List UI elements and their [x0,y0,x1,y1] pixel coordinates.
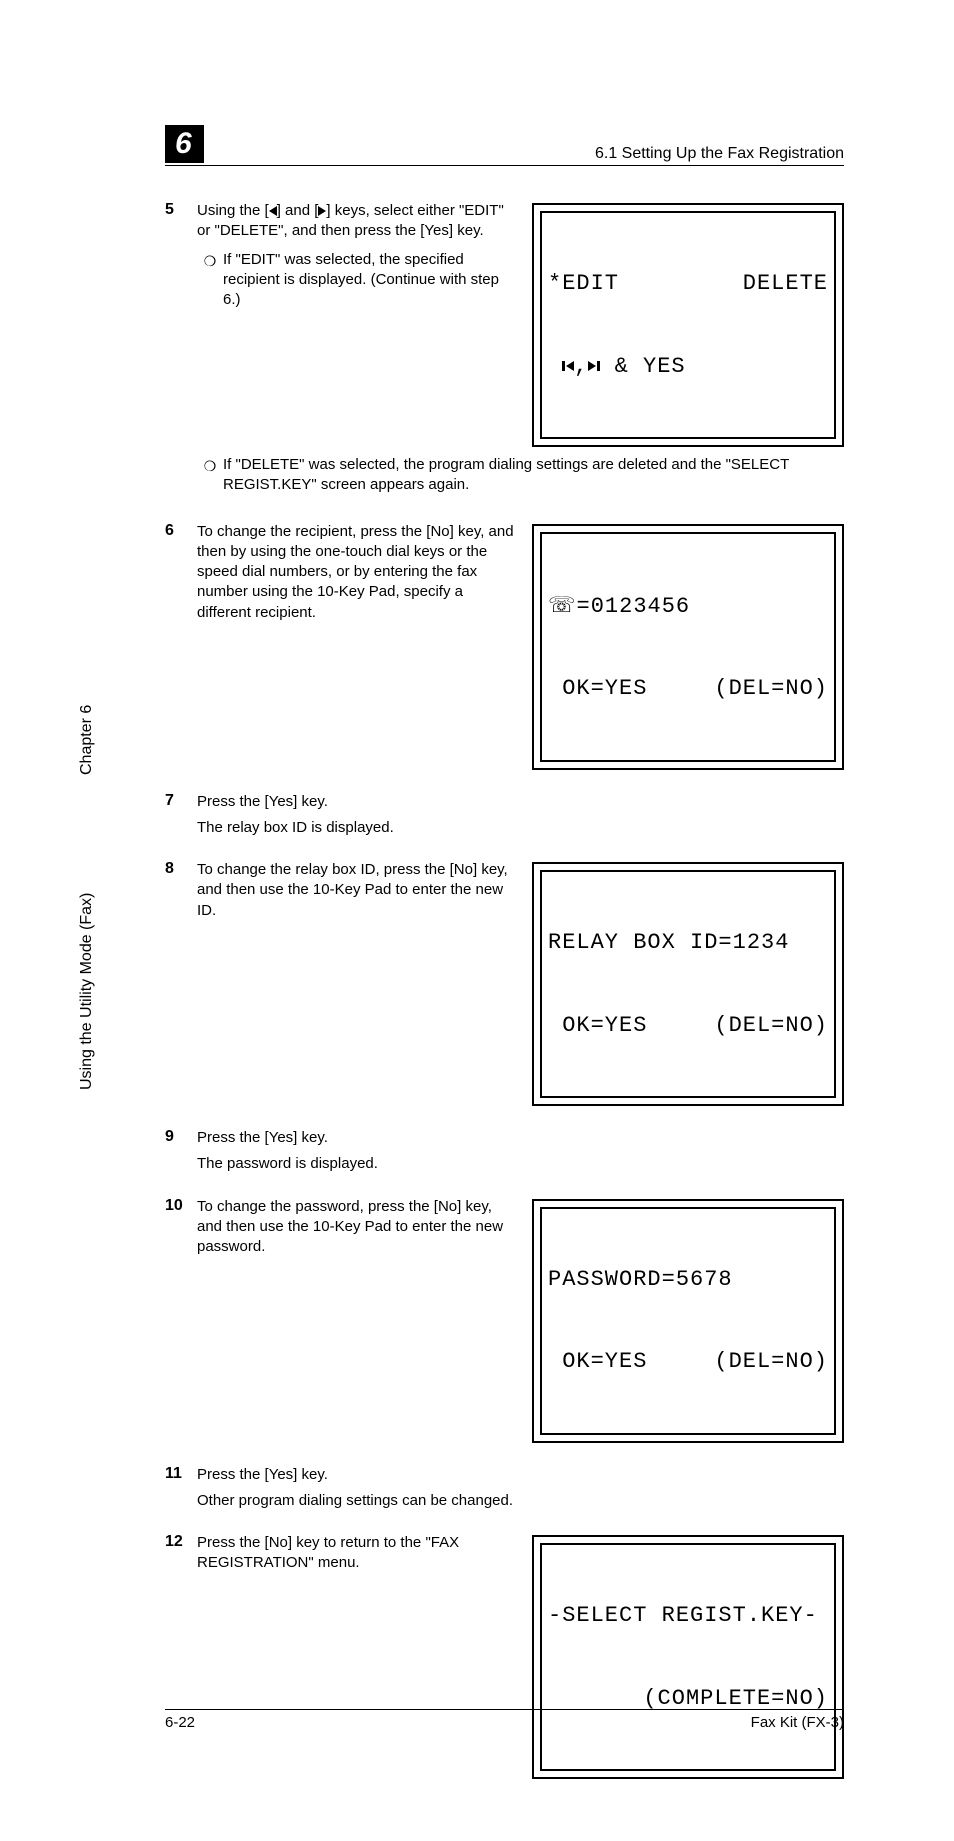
step-number: 8 [165,860,197,1106]
step-7: 7 Press the [Yes] key. The relay box ID … [165,792,844,839]
lcd-text: (DEL=NO) [714,1348,828,1376]
lcd-text: PASSWORD=5678 [548,1266,733,1294]
lcd-text: (DEL=NO) [714,675,828,703]
footer-doc-title: Fax Kit (FX-3) [751,1714,844,1731]
step-number: 10 [165,1197,197,1443]
step-text: To change the relay box ID, press the [N… [197,860,517,921]
step-11: 11 Press the [Yes] key. Other program di… [165,1465,844,1512]
step-text: Press the [Yes] key. [197,1465,844,1485]
step-after-text: The relay box ID is displayed. [197,818,844,838]
lcd-display: PASSWORD=5678 OK=YES (DEL=NO) [532,1199,844,1443]
page-footer: 6-22 Fax Kit (FX-3) [165,1709,844,1731]
step-text: Press the [Yes] key. [197,792,844,812]
lcd-text: ☏=0123456 [548,591,690,621]
step-text: Using the [] and [] keys, select either … [197,202,504,239]
step-8: 8 To change the relay box ID, press the … [165,860,844,1106]
lcd-text: OK=YES [548,1348,647,1376]
step-12: 12 Press the [No] key to return to the "… [165,1533,844,1779]
lcd-text: *EDIT [548,270,619,298]
side-utility-label: Using the Utility Mode (Fax) [78,893,96,1090]
lcd-text: (COMPLETE=NO) [643,1685,828,1713]
page-header: 6 6.1 Setting Up the Fax Registration [165,125,844,166]
step-number: 6 [165,522,197,770]
lcd-text: DELETE [743,270,828,298]
lcd-text: , & YES [548,353,686,381]
bullet-icon: ❍ [197,250,223,311]
lcd-display: *EDIT DELETE , & YES [532,203,844,447]
step-number: 5 [165,201,197,500]
step-10: 10 To change the password, press the [No… [165,1197,844,1443]
lcd-display: RELAY BOX ID=1234 OK=YES (DEL=NO) [532,862,844,1106]
side-chapter-label: Chapter 6 [78,705,96,775]
step-after-text: The password is displayed. [197,1154,844,1174]
step-text: Press the [No] key to return to the "FAX… [197,1533,517,1574]
bullet-icon: ❍ [197,455,223,496]
step-text: To change the recipient, press the [No] … [197,522,517,623]
lcd-text: RELAY BOX ID=1234 [548,929,789,957]
step-5: 5 Using the [] and [] keys, select eithe… [165,201,844,500]
footer-page-number: 6-22 [165,1714,195,1731]
bullet-text: If "EDIT" was selected, the specified re… [223,250,517,311]
step-number: 9 [165,1128,197,1175]
lcd-display: -SELECT REGIST.KEY- (COMPLETE=NO) [532,1535,844,1779]
section-title: 6.1 Setting Up the Fax Registration [595,145,844,163]
content-body: 5 Using the [] and [] keys, select eithe… [165,201,844,1779]
lcd-text: (DEL=NO) [714,1012,828,1040]
step-text: To change the password, press the [No] k… [197,1197,517,1258]
step-after-text: Other program dialing settings can be ch… [197,1491,844,1511]
step-text: Press the [Yes] key. [197,1128,844,1148]
lcd-text: -SELECT REGIST.KEY- [548,1602,818,1630]
step-number: 7 [165,792,197,839]
step-9: 9 Press the [Yes] key. The password is d… [165,1128,844,1175]
step-6: 6 To change the recipient, press the [No… [165,522,844,770]
lcd-display: ☏=0123456 OK=YES (DEL=NO) [532,524,844,770]
lcd-text: OK=YES [548,1012,647,1040]
lcd-text: OK=YES [548,675,647,703]
step-number: 11 [165,1465,197,1512]
chapter-badge: 6 [165,125,204,163]
step-number: 12 [165,1533,197,1779]
bullet-text: If "DELETE" was selected, the program di… [223,455,844,496]
